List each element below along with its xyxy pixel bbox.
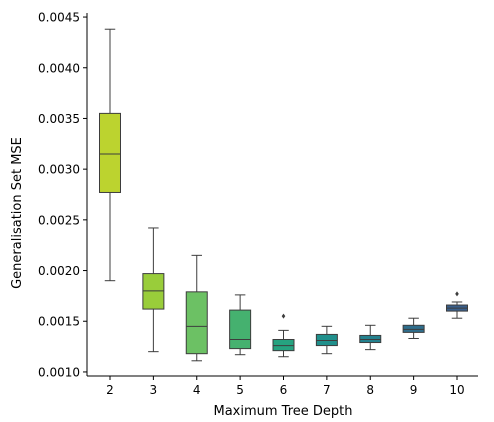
box-group-depth-9 bbox=[402, 317, 425, 339]
y-tick-label: 0.0020 bbox=[38, 264, 80, 278]
y-tick-label: 0.0010 bbox=[38, 365, 80, 379]
y-axis-label: Generalisation Set MSE bbox=[10, 137, 25, 289]
x-tick-label: 4 bbox=[193, 383, 201, 397]
x-axis: 2 3 4 5 6 7 8 9 10 bbox=[87, 375, 478, 397]
box-group-depth-7 bbox=[315, 325, 338, 355]
box bbox=[402, 324, 425, 333]
box bbox=[272, 338, 295, 352]
x-axis-label: Maximum Tree Depth bbox=[213, 404, 352, 419]
box bbox=[185, 291, 208, 355]
y-axis: 0.0010 0.0015 0.0020 0.0025 0.0030 0.0035 0.00… bbox=[38, 11, 88, 379]
x-tick-label: 7 bbox=[323, 383, 331, 397]
x-tick-label: 10 bbox=[449, 383, 464, 397]
box-group-depth-2 bbox=[99, 28, 121, 282]
x-tick-label: 2 bbox=[106, 383, 114, 397]
box-plot-area bbox=[99, 28, 468, 362]
y-tick-label: 0.0015 bbox=[38, 315, 80, 329]
box-group-depth-3 bbox=[142, 227, 165, 353]
y-tick-label: 0.0035 bbox=[38, 112, 80, 126]
x-tick-label: 9 bbox=[410, 383, 418, 397]
y-tick-label: 0.0040 bbox=[38, 61, 80, 75]
box-group-depth-6 bbox=[272, 313, 295, 358]
box bbox=[359, 334, 382, 344]
y-tick-label: 0.0025 bbox=[38, 213, 80, 227]
x-tick-label: 8 bbox=[366, 383, 374, 397]
box-group-depth-8 bbox=[359, 324, 382, 351]
box-group-depth-5 bbox=[229, 294, 252, 356]
box bbox=[99, 112, 121, 193]
y-tick-label: 0.0030 bbox=[38, 163, 80, 177]
box bbox=[229, 309, 252, 350]
x-tick-label: 3 bbox=[150, 383, 158, 397]
box-group-depth-10 bbox=[446, 291, 468, 319]
outlier-marker bbox=[455, 291, 459, 297]
y-tick-label: 0.0045 bbox=[38, 11, 80, 25]
box bbox=[315, 333, 338, 347]
outlier-marker bbox=[281, 313, 286, 319]
box bbox=[142, 273, 165, 310]
box-group-depth-4 bbox=[185, 254, 208, 362]
x-tick-label: 5 bbox=[236, 383, 244, 397]
x-tick-label: 6 bbox=[280, 383, 288, 397]
